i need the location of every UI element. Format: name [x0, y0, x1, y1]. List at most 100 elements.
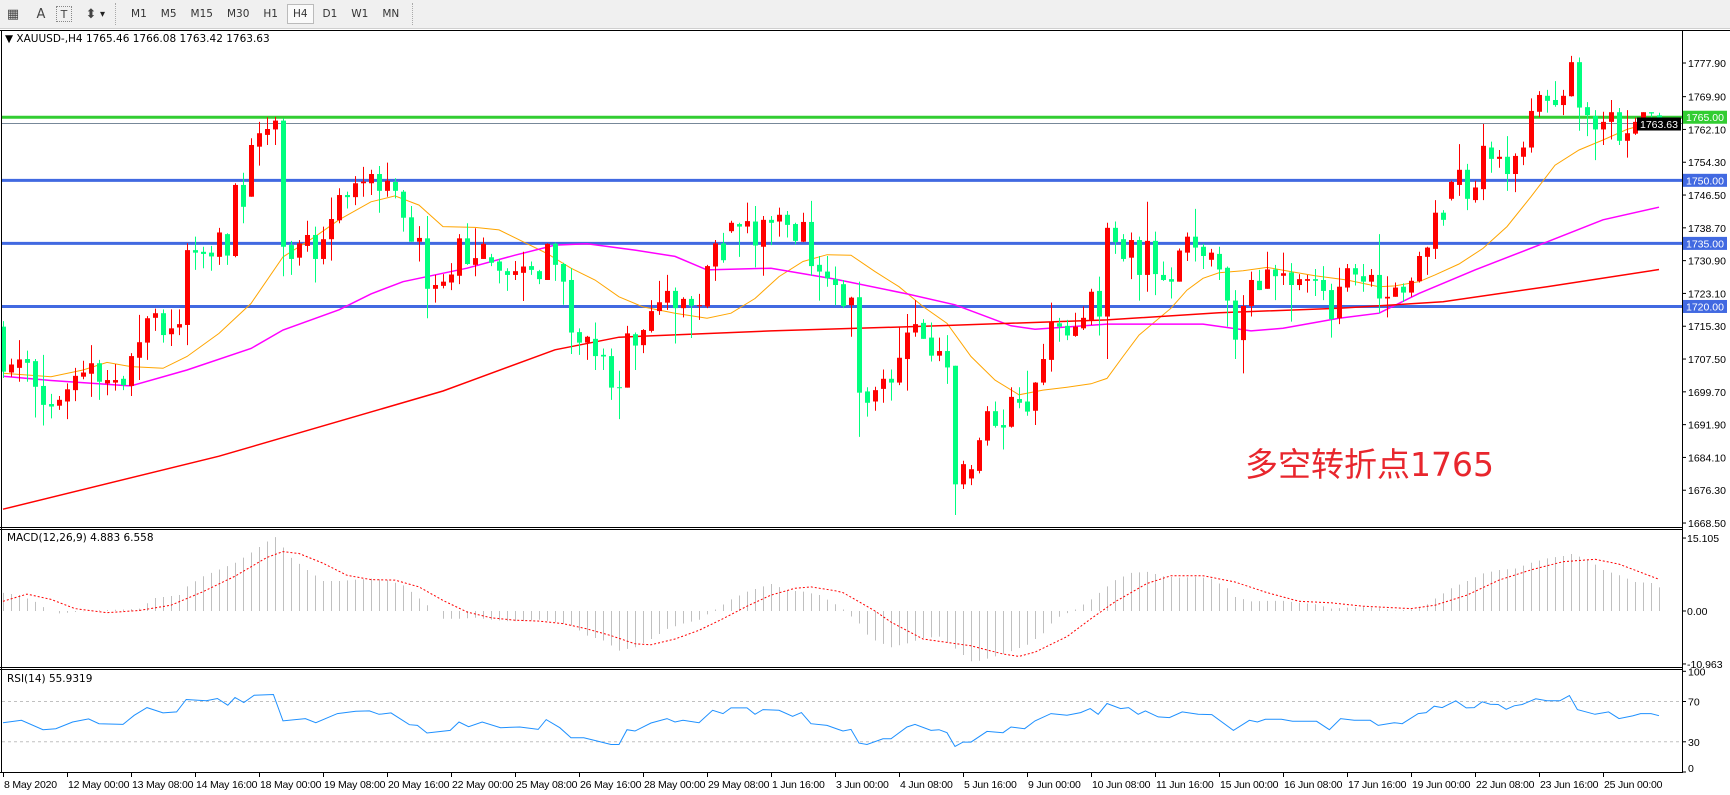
- candle-body: [129, 356, 134, 386]
- candle-body: [169, 328, 174, 335]
- candle-body: [265, 129, 270, 135]
- time-tick-label: 28 May 00:00: [644, 779, 706, 791]
- candle: [41, 354, 46, 426]
- candle-body: [1321, 279, 1326, 291]
- candle-body: [89, 363, 94, 374]
- candle: [313, 226, 318, 283]
- candle-body: [1345, 268, 1350, 288]
- candle-body: [145, 318, 150, 343]
- candle-body: [97, 363, 102, 382]
- candle: [1577, 57, 1582, 131]
- price-tick-label: 1777.90: [1688, 58, 1726, 70]
- candle-body: [1353, 268, 1358, 275]
- text-label-icon[interactable]: T: [56, 6, 72, 22]
- candle: [345, 191, 350, 209]
- timeframe-m1[interactable]: M1: [131, 8, 147, 20]
- candle-body: [1625, 133, 1630, 141]
- candle-body: [1217, 253, 1222, 270]
- timeframe-mn[interactable]: MN: [382, 8, 400, 20]
- candle: [897, 327, 902, 386]
- candle-body: [601, 354, 606, 357]
- arrows-icon[interactable]: ⬍: [85, 6, 97, 22]
- candle: [1009, 387, 1014, 428]
- candle-body: [505, 271, 510, 275]
- candle: [761, 216, 766, 276]
- candle: [369, 169, 374, 196]
- candle: [169, 309, 174, 346]
- candle-body: [225, 234, 230, 256]
- macd-axis-label: 0.00: [1687, 606, 1708, 618]
- candle-body: [57, 399, 62, 406]
- candle-body: [657, 302, 662, 312]
- candle-body: [1089, 291, 1094, 320]
- grid-label-icon[interactable]: ▦: [6, 6, 20, 22]
- candle-body: [849, 297, 854, 306]
- candle: [273, 116, 278, 145]
- text-icon[interactable]: A: [36, 6, 46, 22]
- candle-body: [833, 279, 838, 286]
- macd-axis-label: 15.105: [1687, 533, 1719, 545]
- candle: [617, 370, 622, 420]
- timeframe-m15[interactable]: M15: [190, 8, 213, 20]
- annotation-text[interactable]: 多空转折点1765: [1245, 445, 1494, 484]
- candle-body: [1273, 269, 1278, 277]
- candle-body: [33, 361, 38, 387]
- candle: [465, 223, 470, 265]
- toolbar: ▦ A T ⬍ ▾ M1 M5 M15 M30 H1 H4 D1 W1 MN: [0, 0, 1730, 29]
- candle: [417, 226, 422, 262]
- candle: [1401, 283, 1406, 302]
- chevron-down-icon[interactable]: ▾: [100, 8, 106, 20]
- price-tick-label: 1738.70: [1688, 223, 1726, 235]
- candle: [121, 375, 126, 391]
- candle-body: [985, 411, 990, 441]
- candle: [785, 211, 790, 238]
- candle: [449, 263, 454, 291]
- candle-body: [993, 411, 998, 426]
- candle-body: [1409, 280, 1414, 293]
- candle: [265, 117, 270, 145]
- candle: [193, 236, 198, 270]
- timeframe-h1[interactable]: H1: [263, 8, 278, 20]
- candle: [937, 337, 942, 362]
- candle-body: [1065, 325, 1070, 336]
- candle: [1369, 269, 1374, 287]
- timeframe-d1[interactable]: D1: [322, 8, 338, 20]
- candle-body: [617, 387, 622, 389]
- candle-body: [337, 195, 342, 221]
- level-price-label: 1765.00: [1686, 112, 1724, 124]
- timeframe-m30[interactable]: M30: [226, 8, 250, 20]
- timeframe-w1[interactable]: W1: [351, 8, 369, 20]
- candle: [1377, 234, 1382, 314]
- candle: [577, 328, 582, 355]
- time-tick-label: 18 May 00:00: [260, 779, 322, 791]
- candle-body: [569, 279, 574, 333]
- candle-body: [441, 281, 446, 286]
- candle-body: [585, 336, 590, 343]
- candle: [1385, 276, 1390, 318]
- candle: [849, 296, 854, 337]
- candle: [1305, 274, 1310, 293]
- candle-body: [1049, 322, 1054, 360]
- candle: [1593, 110, 1598, 161]
- candle-body: [785, 214, 790, 225]
- candle-body: [1577, 62, 1582, 108]
- candle: [777, 207, 782, 237]
- timeframe-h4[interactable]: H4: [286, 4, 314, 24]
- candle: [513, 261, 518, 280]
- candle: [361, 166, 366, 197]
- candle: [945, 335, 950, 384]
- candle-body: [713, 243, 718, 267]
- candle: [17, 340, 22, 382]
- candle-body: [1457, 169, 1462, 185]
- candle: [473, 228, 478, 277]
- rsi-axis-label: 30: [1688, 737, 1700, 749]
- candle: [1409, 277, 1414, 297]
- candle: [377, 166, 382, 213]
- timeframe-m5[interactable]: M5: [160, 8, 177, 20]
- candle: [1225, 266, 1230, 327]
- candle: [657, 280, 662, 315]
- rsi-axis-label: 0: [1688, 763, 1694, 775]
- time-tick-label: 25 Jun 00:00: [1604, 779, 1663, 791]
- candle: [1545, 89, 1550, 113]
